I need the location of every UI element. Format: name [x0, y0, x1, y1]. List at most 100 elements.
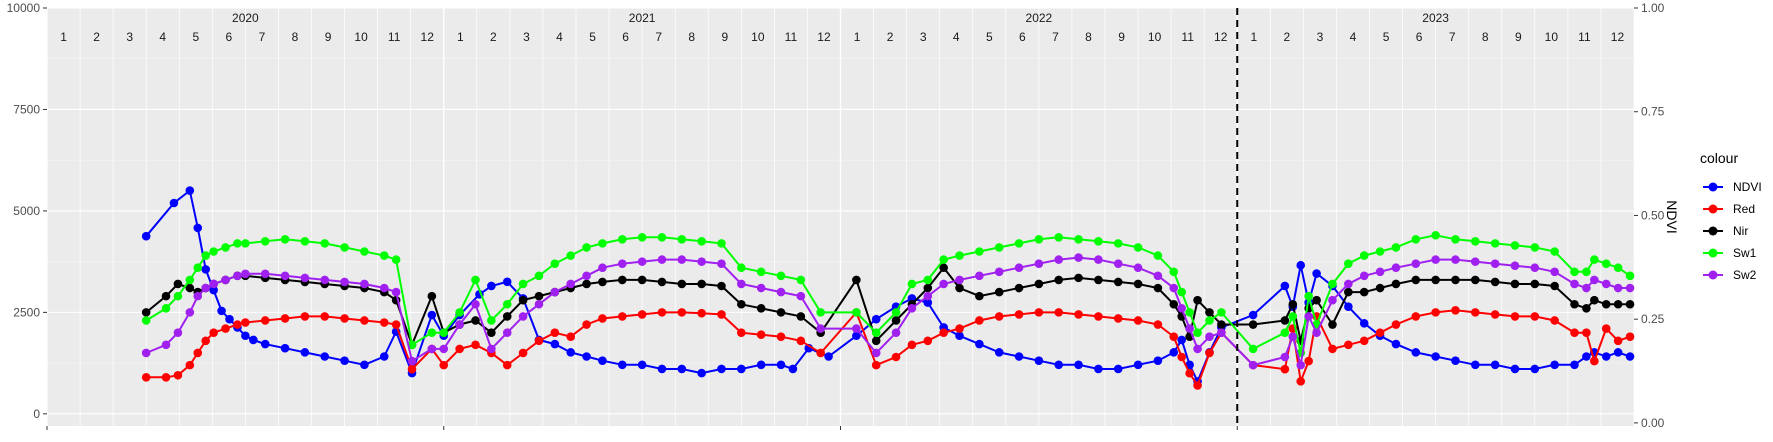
data-point-ndvi: [1391, 339, 1401, 349]
data-point-sw2: [1431, 255, 1440, 264]
data-point-nir: [471, 316, 480, 325]
data-point-sw2: [637, 257, 647, 266]
data-point-sw1: [173, 291, 183, 301]
data-point-sw2: [891, 328, 901, 337]
data-point-sw2: [427, 344, 437, 354]
legend-label-sw2: Sw2: [1733, 268, 1757, 282]
data-point-ndvi: [502, 277, 512, 287]
data-point-ndvi: [717, 364, 726, 374]
data-point-sw1: [1328, 279, 1337, 289]
data-point-red: [201, 336, 210, 346]
data-point-sw2: [923, 291, 933, 301]
data-point-red: [776, 332, 786, 342]
data-point-ndvi: [427, 310, 437, 320]
data-point-nir: [1411, 275, 1421, 285]
data-point-sw2: [1613, 283, 1623, 293]
data-point-ndvi: [756, 360, 766, 370]
data-point-nir: [1391, 279, 1401, 289]
data-point-red: [471, 340, 480, 350]
data-point-sw1: [955, 251, 964, 260]
data-point-nir: [975, 291, 984, 301]
data-point-sw1: [1530, 243, 1540, 252]
data-point-red: [1344, 340, 1353, 350]
data-point-ndvi: [737, 364, 746, 374]
data-point-sw1: [697, 237, 706, 246]
data-point-red: [598, 314, 607, 323]
data-point-ndvi: [1359, 319, 1369, 328]
data-point-sw1: [439, 328, 449, 337]
data-point-red: [1510, 312, 1520, 321]
data-point-red: [1205, 348, 1214, 358]
data-point-sw1: [975, 247, 984, 256]
data-point-nir: [1344, 287, 1353, 297]
data-point-ndvi: [360, 360, 369, 370]
month-strip-label: 6: [226, 30, 233, 44]
data-point-sw2: [1074, 253, 1083, 262]
data-point-nir: [1451, 275, 1460, 285]
data-point-sw2: [1359, 271, 1369, 281]
year-strip-label: 2020: [232, 11, 259, 25]
data-point-sw1: [320, 239, 330, 248]
data-point-ndvi: [637, 360, 647, 370]
data-point-red: [717, 310, 726, 319]
data-point-sw2: [1625, 283, 1635, 293]
data-point-nir: [939, 263, 948, 273]
month-strip-label: 11: [1578, 30, 1591, 44]
legend-key-point: [1708, 248, 1718, 258]
data-point-sw1: [379, 251, 389, 260]
data-point-nir: [598, 277, 607, 287]
data-point-sw1: [193, 263, 203, 273]
data-point-red: [939, 328, 948, 337]
data-point-sw1: [677, 235, 687, 244]
data-point-sw2: [1054, 255, 1064, 264]
data-point-nir: [1510, 279, 1520, 289]
data-point-red: [907, 340, 917, 350]
data-point-red: [923, 336, 933, 346]
data-point-sw2: [1601, 279, 1611, 289]
data-point-nir: [518, 295, 528, 305]
data-point-ndvi: [320, 352, 330, 361]
data-point-nir: [1153, 283, 1163, 293]
data-point-ndvi: [1510, 364, 1520, 374]
data-point-nir: [1530, 279, 1540, 289]
month-strip-label: 9: [325, 30, 332, 44]
data-point-sw1: [1344, 259, 1353, 268]
data-point-red: [1590, 356, 1599, 366]
month-strip-label: 11: [785, 30, 798, 44]
data-point-sw1: [471, 275, 480, 285]
data-point-sw2: [871, 348, 881, 358]
data-point-sw2: [1205, 332, 1214, 342]
data-point-sw2: [1411, 259, 1421, 268]
data-point-ndvi: [1344, 302, 1353, 312]
data-point-nir: [697, 279, 706, 289]
y2-tick-label: 0.75: [1641, 105, 1665, 119]
data-point-sw1: [201, 251, 210, 260]
data-point-nir: [852, 275, 861, 285]
y2-tick-label: 0.25: [1641, 312, 1665, 326]
data-point-red: [1133, 316, 1143, 325]
month-strip-label: 3: [1317, 30, 1324, 44]
data-point-nir: [1613, 299, 1623, 309]
month-strip-label: 8: [1482, 30, 1489, 44]
month-strip-label: 12: [1611, 30, 1625, 44]
data-point-sw2: [994, 267, 1004, 277]
legend-key-point: [1708, 182, 1718, 192]
data-point-sw2: [1391, 263, 1401, 273]
data-point-sw1: [280, 235, 290, 244]
legend-label-ndvi: NDVI: [1733, 180, 1762, 194]
data-point-sw1: [1411, 235, 1421, 244]
month-strip-label: 6: [622, 30, 629, 44]
data-point-red: [161, 373, 171, 382]
data-point-sw2: [300, 273, 310, 283]
data-point-nir: [1193, 295, 1202, 305]
month-strip-label: 5: [986, 30, 993, 44]
data-point-sw2: [340, 277, 349, 287]
data-point-sw2: [975, 271, 984, 281]
data-point-nir: [1471, 275, 1480, 285]
data-point-red: [582, 320, 591, 329]
data-point-sw2: [1570, 279, 1579, 289]
data-point-ndvi: [1625, 352, 1635, 361]
data-point-nir: [891, 316, 901, 325]
month-strip-label: 7: [1052, 30, 1059, 44]
month-strip-label: 4: [1350, 30, 1357, 44]
